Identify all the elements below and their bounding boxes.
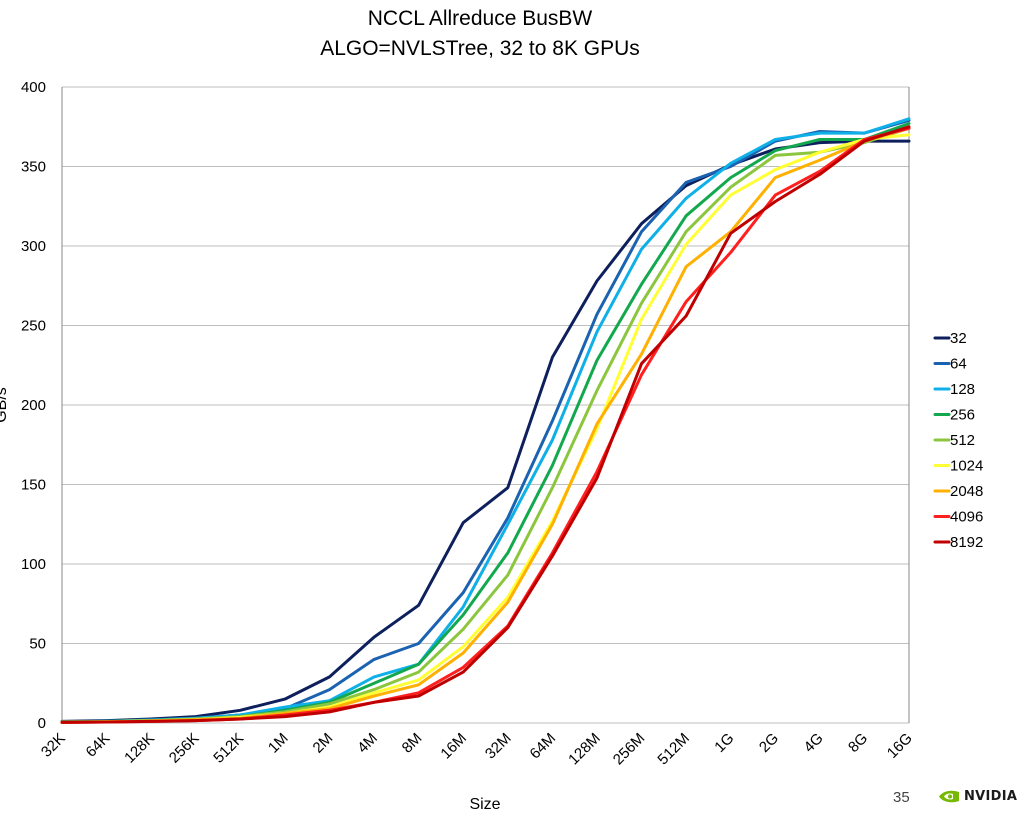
legend-item: 32	[933, 330, 967, 347]
y-axis-label: GB/s	[0, 387, 10, 423]
legend-label: 64	[950, 356, 967, 373]
y-tick-label: 350	[21, 159, 46, 176]
x-tick-label: 64M	[527, 730, 560, 763]
series-line-8192	[60, 125, 911, 724]
series-line-256	[60, 122, 911, 724]
y-tick-label: 250	[21, 318, 46, 335]
x-tick-label: 256K	[166, 730, 203, 767]
x-tick-label: 16G	[884, 730, 916, 762]
x-tick-label: 1M	[265, 730, 292, 757]
series-line-64	[60, 118, 911, 724]
legend-label: 8192	[950, 534, 983, 551]
legend-item: 512	[933, 432, 975, 449]
x-tick-label: 512M	[654, 730, 693, 769]
x-tick-label: 16M	[437, 730, 470, 763]
legend-item: 2048	[933, 483, 983, 500]
legend-label: 1024	[950, 458, 983, 475]
x-tick-label: 4M	[354, 730, 381, 757]
x-tick-label: 8M	[399, 730, 426, 757]
legend-item: 4096	[933, 509, 983, 526]
x-tick-label: 128K	[121, 730, 158, 767]
y-tick-label: 100	[21, 556, 46, 573]
x-tick-label: 8G	[845, 730, 871, 756]
legend-item: 8192	[933, 534, 983, 551]
y-tick-labels: 0 50 100 150 200 250 300 350 400	[21, 79, 46, 732]
legend-label: 2048	[950, 483, 983, 500]
series-line-512	[60, 126, 911, 724]
series-line-128	[60, 117, 911, 724]
y-tick-label: 150	[21, 477, 46, 494]
y-tick-label: 300	[21, 238, 46, 255]
legend-item: 128	[933, 381, 975, 398]
nvidia-wordmark: NVIDIA	[964, 789, 1018, 804]
series-line-4096	[60, 126, 911, 724]
x-tick-labels: 32K 64K 128K 256K 512K 1M 2M 4M 8M 16M 32M 64M 128M 2…	[38, 730, 916, 769]
series-line-2048	[60, 126, 911, 724]
gridlines	[61, 86, 910, 724]
legend-item: 64	[933, 356, 967, 373]
series-line-32	[60, 139, 911, 723]
x-tick-label: 64K	[83, 730, 114, 761]
nvidia-logo: NVIDIA	[938, 789, 1017, 804]
legend: 32 64 128 256 512 1024 2048 4096 8192	[933, 330, 983, 551]
legend-label: 4096	[950, 509, 983, 526]
x-tick-label: 32K	[38, 730, 69, 761]
x-tick-label: 2M	[310, 730, 337, 757]
y-tick-label: 50	[29, 636, 46, 653]
nvidia-eye-icon	[939, 790, 959, 803]
legend-label: 256	[950, 407, 975, 424]
x-tick-label: 4G	[800, 730, 826, 756]
y-tick-label: 400	[21, 79, 46, 96]
chart-title: NCCL Allreduce BusBW	[368, 7, 593, 30]
legend-item: 1024	[933, 458, 983, 475]
x-tick-label: 128M	[565, 730, 604, 769]
legend-label: 512	[950, 432, 975, 449]
chart-subtitle: ALGO=NVLSTree, 32 to 8K GPUs	[320, 37, 640, 60]
legend-label: 128	[950, 381, 975, 398]
x-tick-label: 512K	[210, 730, 247, 767]
x-tick-label: 32M	[482, 730, 515, 763]
series-lines	[60, 117, 911, 724]
y-tick-label: 200	[21, 397, 46, 414]
x-tick-label: 256M	[610, 730, 649, 769]
page-number: 35	[893, 789, 910, 806]
x-axis-label: Size	[469, 796, 500, 813]
y-tick-label: 0	[38, 715, 46, 732]
series-line-1024	[60, 133, 911, 724]
legend-label: 32	[950, 330, 967, 347]
x-tick-label: 1G	[711, 730, 737, 756]
x-tick-label: 2G	[756, 730, 782, 756]
legend-item: 256	[933, 407, 975, 424]
